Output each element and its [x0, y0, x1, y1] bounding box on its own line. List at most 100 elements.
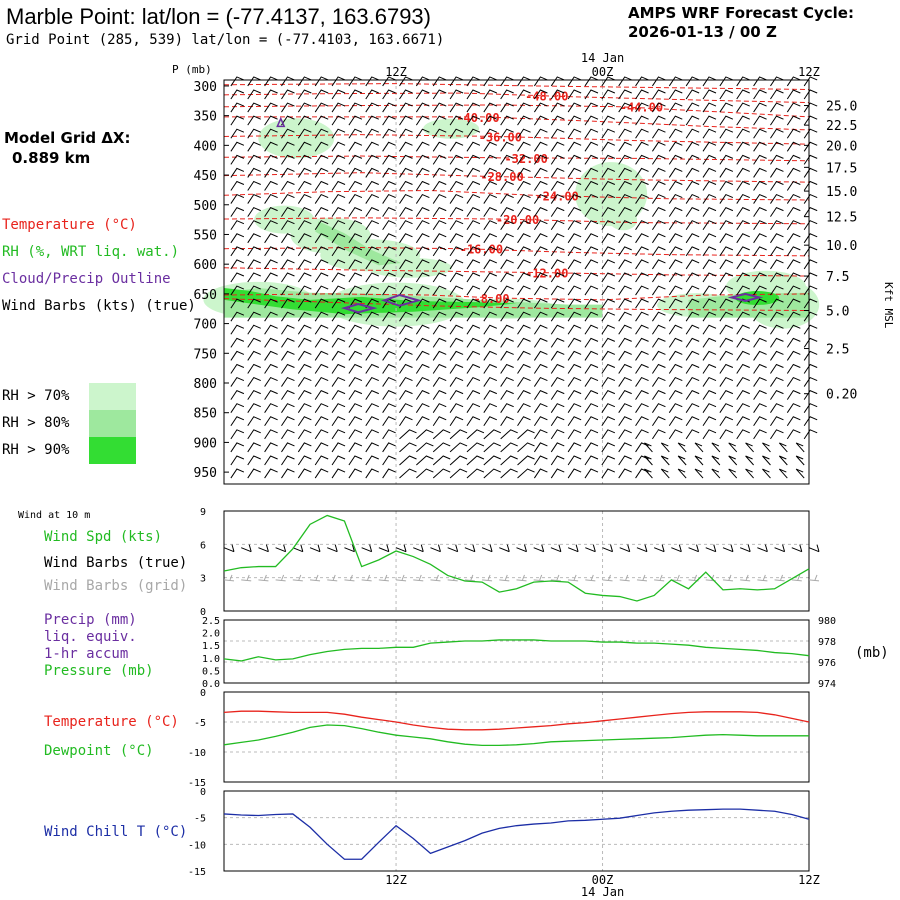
wind-barb	[314, 298, 329, 309]
wind-barb	[466, 180, 481, 191]
wind-barb	[584, 180, 599, 191]
wind-barb	[550, 193, 565, 204]
wind-barb	[415, 141, 430, 152]
wind-barb	[618, 102, 632, 113]
surface-wind-barb-true	[241, 544, 252, 553]
wind-barb	[770, 272, 784, 283]
wind-barb	[230, 246, 245, 257]
wind-barb	[644, 468, 653, 479]
temperature-contour-label-6: -24.00	[535, 189, 578, 203]
wind-barb	[753, 390, 767, 400]
surface-wind-barb-grid	[757, 574, 768, 582]
wind-barb	[719, 128, 734, 139]
wind-barb	[399, 311, 413, 322]
wind-barb	[331, 233, 346, 244]
wind-barb	[584, 442, 599, 453]
temperature-contour-label-7: -20.00	[496, 213, 539, 227]
wind-barb	[247, 167, 261, 178]
wind-barb	[466, 259, 481, 270]
wind-barb	[728, 455, 738, 466]
wind-barb	[786, 102, 801, 113]
wind-barb	[635, 89, 649, 100]
wind-barb	[517, 429, 535, 440]
wind-barb	[365, 233, 379, 244]
precip-tick: 2.5	[202, 616, 220, 627]
ytick-chill: -5	[194, 814, 206, 825]
wind-barb	[618, 207, 632, 217]
wind-barb	[281, 285, 295, 296]
wind-barb	[483, 350, 498, 361]
wind-barb	[297, 115, 312, 126]
wind-barb	[803, 350, 818, 361]
ytick-wind: 3	[200, 574, 206, 585]
surface-wind-barb-true	[567, 544, 579, 553]
wind-barb	[584, 324, 599, 335]
wind-barb	[230, 390, 245, 400]
surface-wind-barb-grid	[636, 574, 647, 582]
wind-barb	[500, 180, 514, 191]
wind-barb	[399, 272, 413, 283]
wind-barb	[652, 193, 666, 204]
wind-barb	[601, 272, 616, 283]
wind-barb	[314, 76, 329, 87]
wind-barb	[382, 272, 396, 283]
wind-barb	[601, 89, 616, 100]
wind-barb	[786, 311, 801, 322]
wind-barb	[719, 285, 734, 296]
wind-barb	[348, 193, 363, 204]
temperature-contour-7	[223, 190, 810, 201]
wind-barb	[567, 429, 582, 440]
wind-barb	[500, 193, 514, 204]
wind-barb	[770, 154, 784, 165]
wind-barb	[449, 324, 464, 335]
wind-barb	[533, 246, 548, 257]
wind-barb	[348, 115, 363, 126]
wind-barb	[314, 311, 329, 322]
pressure-right-tick: 976	[818, 658, 836, 669]
wind-barb	[314, 207, 329, 217]
surface-wind-barb-true	[808, 544, 820, 553]
wind-barb	[567, 350, 582, 361]
surface-wind-barb-true	[602, 544, 614, 553]
wind-barb	[694, 442, 704, 453]
wind-barb	[399, 207, 413, 217]
wind-barb	[500, 246, 514, 257]
wind-barb	[432, 442, 451, 453]
wind-barb	[415, 285, 430, 296]
wind-barb	[466, 442, 485, 453]
wind-barb	[786, 193, 801, 204]
wind-barb	[483, 193, 498, 204]
ytick-temp: -10	[188, 748, 206, 759]
wind-barb	[399, 102, 413, 113]
wind-barb	[795, 455, 805, 466]
wind-barb	[736, 180, 750, 191]
ytick-wind: 6	[200, 540, 206, 551]
wind-barb	[668, 350, 683, 361]
pressure-tick-label: 500	[194, 199, 217, 214]
wind-barb	[399, 76, 413, 87]
wind-barb	[803, 390, 818, 400]
wind-barb	[685, 233, 700, 244]
wind-barb	[314, 416, 329, 427]
wind-barb	[314, 350, 329, 361]
wind-barb	[230, 259, 245, 270]
wind-barb	[517, 468, 535, 479]
wind-barb	[762, 442, 771, 453]
wind-barb	[483, 442, 502, 453]
legend-precip: Precip (mm) liq. equiv. 1-hr accum	[44, 612, 137, 663]
wind-barb	[281, 311, 295, 322]
wind-barb	[432, 246, 447, 257]
wind-barb	[348, 376, 363, 387]
wind-barb	[500, 376, 514, 387]
wind-barb	[432, 285, 447, 296]
wind-barb	[449, 115, 464, 126]
wind-barb	[550, 141, 565, 152]
wind-barb	[297, 76, 312, 87]
wind-barb	[230, 363, 245, 374]
wind-barb	[466, 207, 481, 217]
temperature-contour-label-0: -48.00	[525, 89, 568, 103]
wind-barb	[702, 285, 717, 296]
wind-barb	[449, 233, 464, 244]
wind-barb	[635, 350, 649, 361]
wind-barb	[281, 128, 295, 139]
